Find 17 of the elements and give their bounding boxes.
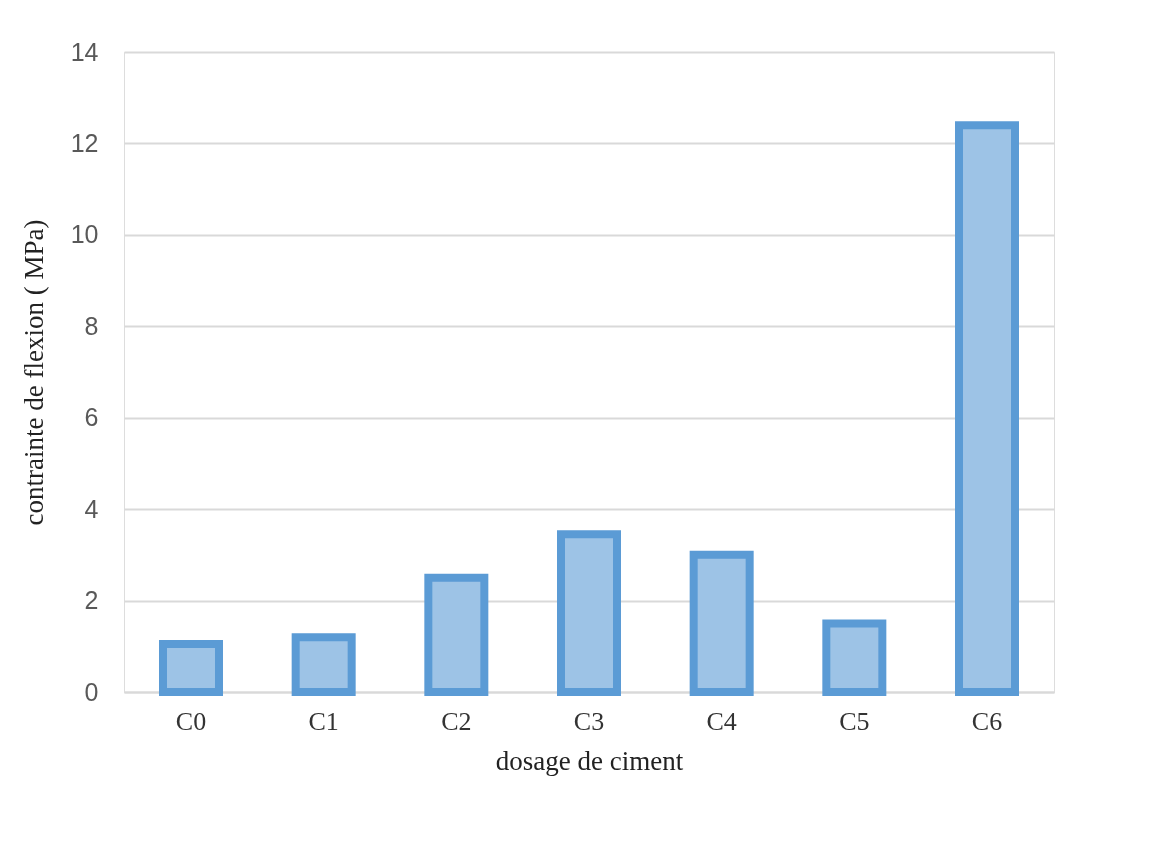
y-axis-title: contrainte de flexion ( MPa) xyxy=(18,219,49,526)
y-tick-label: 10 xyxy=(70,220,99,249)
y-tick-label: 12 xyxy=(70,128,99,157)
x-tick-label: C3 xyxy=(573,706,605,736)
y-tick-label: 14 xyxy=(70,37,99,66)
y-tick-label: 8 xyxy=(84,311,99,340)
x-tick-label: C0 xyxy=(175,706,207,736)
x-tick-label: C5 xyxy=(839,706,870,736)
y-tick-label: 0 xyxy=(84,677,99,706)
x-tick-label: C2 xyxy=(441,706,472,736)
y-tick-label: 4 xyxy=(84,494,99,523)
x-tick-label: C6 xyxy=(971,706,1003,736)
y-tick-label: 2 xyxy=(84,586,99,615)
x-tick-label: C4 xyxy=(706,706,737,736)
y-tick-label: 6 xyxy=(84,403,99,432)
x-tick-label: C1 xyxy=(308,706,339,736)
x-axis-title: dosage de ciment xyxy=(495,745,684,776)
